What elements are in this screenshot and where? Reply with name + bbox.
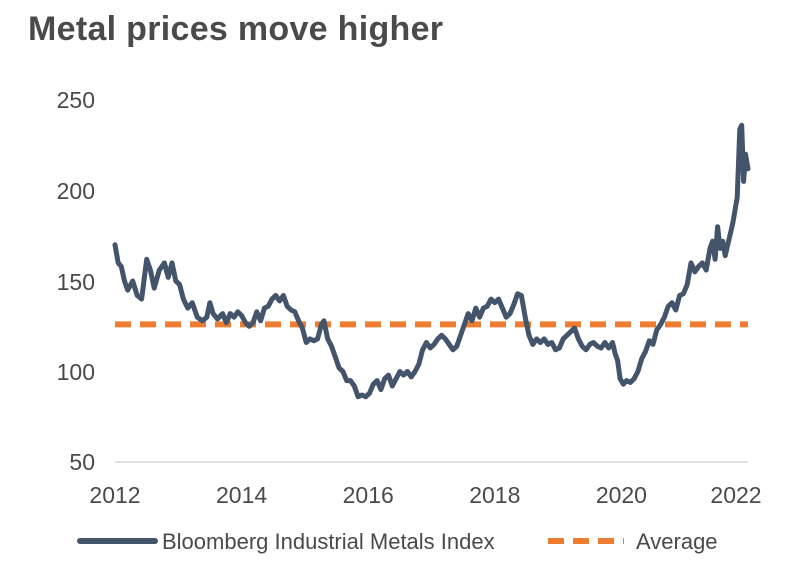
- legend-label-index: Bloomberg Industrial Metals Index: [162, 529, 495, 554]
- y-tick-labels: 250 200 150 100 50: [57, 87, 95, 475]
- y-tick-label-100: 100: [57, 359, 95, 385]
- x-tick-label-2012: 2012: [89, 482, 140, 508]
- chart-title: Metal prices move higher: [28, 10, 444, 48]
- y-tick-label-150: 150: [57, 269, 95, 295]
- y-tick-label-50: 50: [69, 449, 95, 475]
- legend: Bloomberg Industrial Metals Index Averag…: [77, 529, 718, 554]
- y-tick-label-200: 200: [57, 178, 95, 204]
- x-tick-label-2018: 2018: [469, 482, 520, 508]
- y-tick-label-250: 250: [57, 87, 95, 113]
- x-tick-labels: 2012 2014 2016 2018 2020 2022: [89, 482, 761, 508]
- legend-label-average: Average: [636, 529, 718, 554]
- x-tick-label-2014: 2014: [216, 482, 267, 508]
- metals-index-line: [112, 122, 751, 400]
- x-tick-label-2022: 2022: [710, 482, 761, 508]
- x-tick-label-2020: 2020: [596, 482, 647, 508]
- x-tick-label-2016: 2016: [343, 482, 394, 508]
